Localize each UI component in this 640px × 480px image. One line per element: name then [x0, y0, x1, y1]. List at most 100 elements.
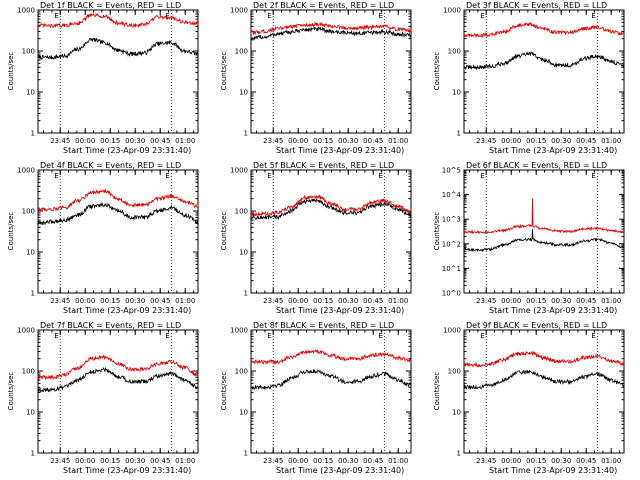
- y-tick-label: 100: [22, 48, 35, 56]
- event-marker-label: E: [54, 12, 58, 20]
- y-tick-label: 100: [235, 48, 248, 56]
- x-tick-label: 01:00: [175, 457, 195, 465]
- x-tick-label: 00:15: [313, 457, 333, 465]
- y-tick-label: 10^2: [442, 240, 461, 248]
- y-tick-label: 100: [448, 48, 461, 56]
- x-tick-label: 00:15: [100, 297, 120, 305]
- plot-frame: [250, 329, 412, 454]
- x-axis-label: Start Time (23-Apr-09 23:31:40): [489, 466, 618, 475]
- events-series-line: [37, 201, 199, 226]
- events-series-line: [250, 26, 412, 41]
- y-tick-label: 10^1: [442, 265, 461, 273]
- y-tick-label: 1000: [17, 7, 35, 15]
- events-series-line: [463, 369, 625, 391]
- x-tick-label: 00:00: [288, 137, 308, 145]
- plot-area: 1 10 100 1000 23:45 00:00 00:15 00:30 00:45 01:00…: [17, 167, 199, 305]
- event-marker-label: E: [165, 12, 169, 20]
- event-marker-label: E: [165, 172, 169, 180]
- chart-title: Det 4f BLACK = Events, RED = LLD: [40, 161, 182, 170]
- y-tick-label: 10: [239, 249, 248, 257]
- x-tick-label: 00:00: [75, 457, 95, 465]
- chart-title: Det 9f BLACK = Events, RED = LLD: [466, 321, 608, 330]
- event-marker-label: E: [267, 12, 271, 20]
- x-tick-label: 00:15: [313, 297, 333, 305]
- lld-series-line: [37, 188, 199, 213]
- plot-frame: [37, 329, 199, 454]
- lld-series-line: [37, 12, 199, 29]
- x-tick-label: 00:00: [288, 457, 308, 465]
- lld-series-line: [250, 21, 412, 36]
- event-marker-label: E: [267, 172, 271, 180]
- chart-title: Det 7f BLACK = Events, RED = LLD: [40, 321, 182, 330]
- y-axis-label: Counts/sec: [433, 371, 441, 410]
- x-tick-label: 00:30: [551, 457, 571, 465]
- x-tick-label: 00:30: [125, 457, 145, 465]
- x-tick-label: 00:45: [363, 137, 383, 145]
- events-series-line: [37, 366, 199, 393]
- x-tick-label: 00:30: [338, 137, 358, 145]
- chart-title: Det 5f BLACK = Events, RED = LLD: [253, 161, 395, 170]
- x-tick-label: 01:00: [175, 297, 195, 305]
- x-tick-label: 00:15: [526, 457, 546, 465]
- plot-area: 1 10 100 1000 23:45 00:00 00:15 00:30 00:45 01:00…: [17, 327, 199, 465]
- plot-area: 1 10 100 1000 23:45 00:00 00:15 00:30 00:45 01:00…: [443, 7, 625, 145]
- events-series-line: [250, 198, 412, 221]
- x-axis-label: Start Time (23-Apr-09 23:31:40): [63, 306, 192, 315]
- events-series-line: [463, 229, 625, 253]
- event-marker-label: E: [378, 12, 382, 20]
- x-tick-label: 00:30: [551, 297, 571, 305]
- event-marker-label: E: [480, 12, 484, 20]
- y-tick-label: 1: [457, 130, 461, 138]
- event-marker-label: E: [54, 172, 58, 180]
- x-tick-label: 00:15: [100, 457, 120, 465]
- events-series-line: [463, 50, 625, 71]
- y-tick-label: 100: [235, 208, 248, 216]
- x-tick-label: 23:45: [476, 297, 496, 305]
- event-marker-label: E: [480, 332, 484, 340]
- x-tick-label: 00:00: [501, 137, 521, 145]
- x-tick-label: 00:45: [576, 457, 596, 465]
- y-tick-label: 1000: [17, 167, 35, 175]
- event-marker-label: E: [591, 332, 595, 340]
- x-tick-label: 00:45: [150, 297, 170, 305]
- y-tick-label: 10: [26, 249, 35, 257]
- y-axis-label: Counts/sec: [220, 51, 228, 90]
- lld-series-line: [463, 350, 625, 368]
- plot-area: 1 10 100 1000 23:45 00:00 00:15 00:30 00:45 01:00…: [230, 167, 412, 305]
- event-marker-label: E: [591, 172, 595, 180]
- x-axis-label: Start Time (23-Apr-09 23:31:40): [276, 466, 405, 475]
- y-tick-label: 100: [22, 368, 35, 376]
- y-tick-label: 1: [31, 450, 35, 458]
- y-tick-label: 1: [244, 130, 248, 138]
- x-tick-label: 00:15: [313, 137, 333, 145]
- chart-title: Det 2f BLACK = Events, RED = LLD: [253, 1, 395, 10]
- event-marker-label: E: [480, 172, 484, 180]
- lld-series-line: [250, 194, 412, 217]
- y-tick-label: 10: [452, 409, 461, 417]
- x-tick-label: 23:45: [50, 137, 70, 145]
- x-axis-label: Start Time (23-Apr-09 23:31:40): [63, 146, 192, 155]
- x-tick-label: 00:45: [576, 297, 596, 305]
- x-tick-label: 00:15: [526, 137, 546, 145]
- event-marker-label: E: [378, 172, 382, 180]
- x-tick-label: 00:30: [125, 137, 145, 145]
- event-marker-label: E: [165, 332, 169, 340]
- x-tick-label: 00:30: [338, 457, 358, 465]
- x-tick-label: 00:00: [288, 297, 308, 305]
- x-tick-label: 00:15: [100, 137, 120, 145]
- plot-frame: [37, 9, 199, 134]
- plot-area: 1 10 100 1000 23:45 00:00 00:15 00:30 00:45 01:00…: [230, 327, 412, 465]
- y-tick-label: 100: [235, 368, 248, 376]
- plot-area: 1 10 100 1000 23:45 00:00 00:15 00:30 00:45 01:00…: [230, 7, 412, 145]
- x-tick-label: 01:00: [388, 457, 408, 465]
- y-tick-label: 1000: [230, 167, 248, 175]
- x-axis-label: Start Time (23-Apr-09 23:31:40): [276, 146, 405, 155]
- x-axis-label: Start Time (23-Apr-09 23:31:40): [489, 146, 618, 155]
- event-marker-label: E: [591, 12, 595, 20]
- chart-title: Det 3f BLACK = Events, RED = LLD: [466, 1, 608, 10]
- x-tick-label: 23:45: [263, 457, 283, 465]
- x-tick-label: 00:45: [576, 137, 596, 145]
- events-series-line: [251, 368, 412, 391]
- x-tick-label: 00:30: [125, 297, 145, 305]
- x-tick-label: 23:45: [476, 457, 496, 465]
